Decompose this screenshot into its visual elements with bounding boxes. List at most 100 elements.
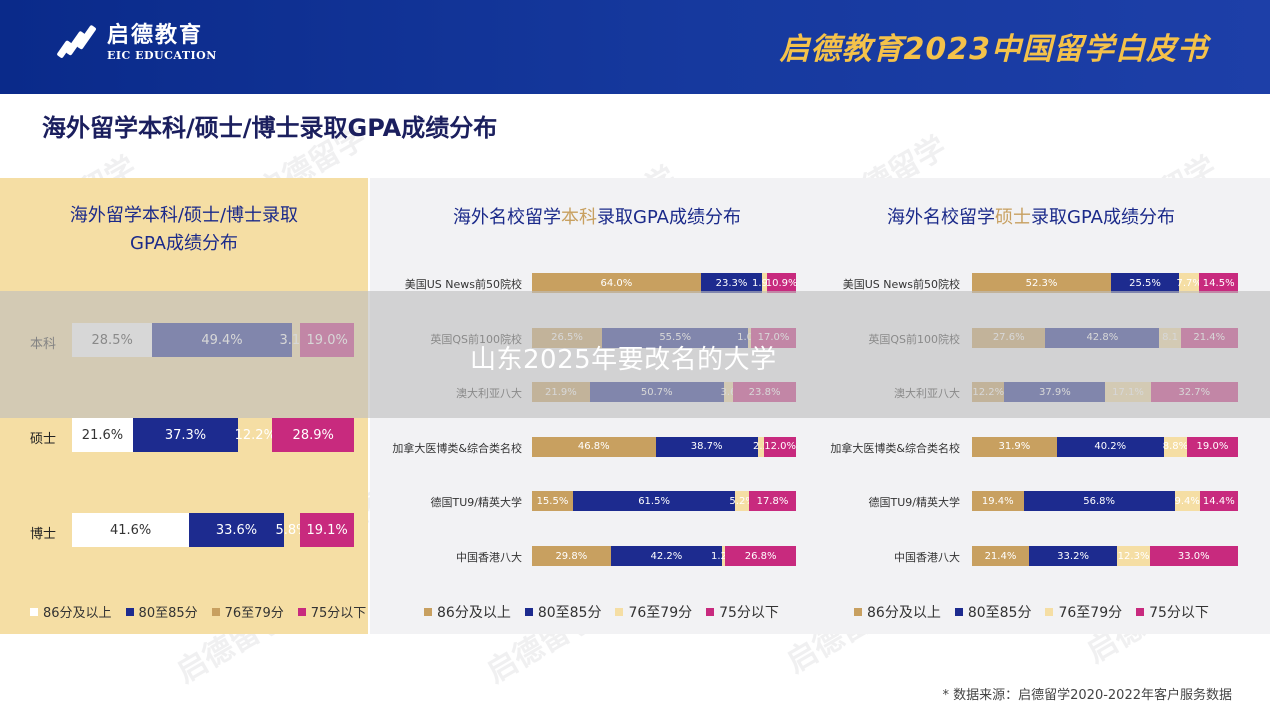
legend-label: 76至79分 [224,606,284,621]
bar-segment: 19.0% [1187,436,1238,457]
data-label: 52.3% [1025,277,1058,289]
header-banner: 启德教育 EIC EDUCATION 启德教育2023中国留学白皮书 [0,0,1270,94]
bar-segment: 19.1% [300,513,354,547]
legend-item: 86分及以上 [30,602,112,621]
legend-item: 80至85分 [125,602,198,621]
data-label: 33.2% [1057,550,1089,562]
legend-item: 75分以下 [706,602,779,622]
data-label: 31.9% [998,441,1031,453]
report-title: 启德教育2023中国留学白皮书 [779,32,1208,67]
data-label: 14.5% [1202,277,1235,289]
bar-segment: 25.5% [1111,273,1179,293]
bar-segment: 12.3% [1117,546,1150,566]
data-label: 9.4% [1174,495,1200,507]
data-label: 61.5% [638,495,670,507]
bar-segment: 5.8% [276,513,309,547]
category-label: 德国TU9/精英大学 [868,496,960,510]
bar-segment: 14.4% [1199,491,1238,512]
data-label: 17.8% [756,495,789,507]
bar-segment: 21.4% [972,546,1029,566]
data-label: 15.5% [536,495,569,507]
legend-label: 80至85分 [537,605,602,621]
data-label: 12.2% [234,427,276,443]
bar-segment: 12.0% [764,436,796,457]
legend-item: 86分及以上 [424,602,511,622]
bar-segment: 8.8% [1163,436,1188,457]
bar-segment: 9.4% [1174,491,1200,512]
category-label: 加拿大医博类&综合类名校 [830,441,960,455]
left-chart-title-line2: GPA成绩分布 [130,233,238,254]
legend-label: 76至79分 [628,605,693,621]
data-label: 2.5 [753,441,769,453]
bar-segment: 17.8% [748,491,796,512]
stacked-bar: 29.8% 42.2% 1.2% 26.8% [532,546,796,566]
stacked-bar: 46.8% 38.7% 2.5 12.0% [532,436,796,457]
legend-label: 80至85分 [967,605,1032,621]
data-label: 42.2% [650,550,683,562]
bachelor-title-suffix: 录取GPA成绩分布 [597,207,741,228]
bachelor-title-highlight: 本科 [561,207,598,228]
data-label: 40.2% [1094,441,1127,453]
data-label: 29.8% [555,550,588,562]
data-label: 41.6% [109,522,152,538]
bar-segment: 14.5% [1199,273,1238,293]
stacked-bar: 64.0% 23.3% 1.9% 10.9% [532,273,798,293]
data-label: 28.9% [292,427,334,443]
data-source-note: * 数据来源：启德留学2020-2022年客户服务数据 [942,688,1233,703]
legend-swatch [615,608,624,616]
bar-segment: 7.7% [1176,273,1202,293]
stacked-bar: 41.6% 33.6% 5.8% 19.1% [72,513,354,547]
legend-swatch [706,608,715,616]
bar-segment: 64.0% [532,273,701,293]
category-label: 美国US News前50院校 [842,278,960,291]
bar-segment: 26.8% [725,546,796,566]
bar-segment: 10.9% [765,273,798,293]
bar-segment: 5.2% [729,491,755,512]
stacked-bar: 19.4% 56.8% 9.4% 14.4% [972,491,1238,512]
data-label: 1.2% [710,550,737,562]
bar-segment: 23.3% [700,273,763,293]
bar-segment: 31.9% [972,436,1057,457]
bar-segment: 28.9% [272,418,354,452]
logo-chinese-name: 启德教育 [107,22,204,48]
bar-segment: 46.8% [532,436,656,457]
data-label: 38.7% [690,441,723,453]
data-label: 19.4% [981,495,1014,507]
legend-swatch [1136,608,1145,616]
legend-label: 86分及以上 [43,606,112,621]
legend-swatch [524,608,533,616]
legend-item: 80至85分 [954,602,1032,622]
data-label: 5.2% [729,495,755,507]
data-label: 25.5% [1129,277,1161,289]
bar-segment: 2.5 [753,436,769,457]
master-chart-title: 海外名校留学硕士录取GPA成绩分布 [834,204,1228,232]
data-label: 21.4% [984,550,1017,562]
stacked-bar: 52.3% 25.5% 7.7% 14.5% [972,273,1238,293]
stacked-bar: 15.5% 61.5% 5.2% 17.8% [532,491,796,512]
legend-label: 75分以下 [310,606,367,621]
legend-swatch [30,607,38,616]
bar-segment: 15.5% [532,491,573,512]
stacked-bar: 21.6% 37.3% 12.2% 28.9% [72,418,354,452]
master-title-suffix: 录取GPA成绩分布 [1031,207,1175,228]
legend-swatch [1045,608,1054,616]
legend-label: 86分及以上 [867,605,941,621]
data-label: 1.9% [752,277,778,289]
bachelor-title-prefix: 海外名校留学 [453,207,562,228]
data-label: 7.7% [1176,277,1202,289]
data-label: 21.6% [81,427,124,443]
master-chart-legend: 86分及以上 80至85分 76至79分 75分以下 [854,602,1223,622]
legend-swatch [424,608,432,616]
category-label: 硕士 [30,432,57,447]
data-label: 56.8% [1083,495,1116,507]
category-label: 德国TU9/精英大学 [430,496,522,510]
legend-swatch [297,607,306,616]
bachelor-chart-title: 海外名校留学本科录取GPA成绩分布 [400,204,794,232]
bar-segment: 42.2% [610,546,723,566]
bar-segment: 1.9% [752,273,777,293]
data-label: 26.8% [744,550,777,562]
data-label: 23.3% [715,277,748,289]
legend-item: 80至85分 [524,602,602,622]
overlay-banner [0,291,1270,418]
data-label: 10.9% [765,277,798,289]
